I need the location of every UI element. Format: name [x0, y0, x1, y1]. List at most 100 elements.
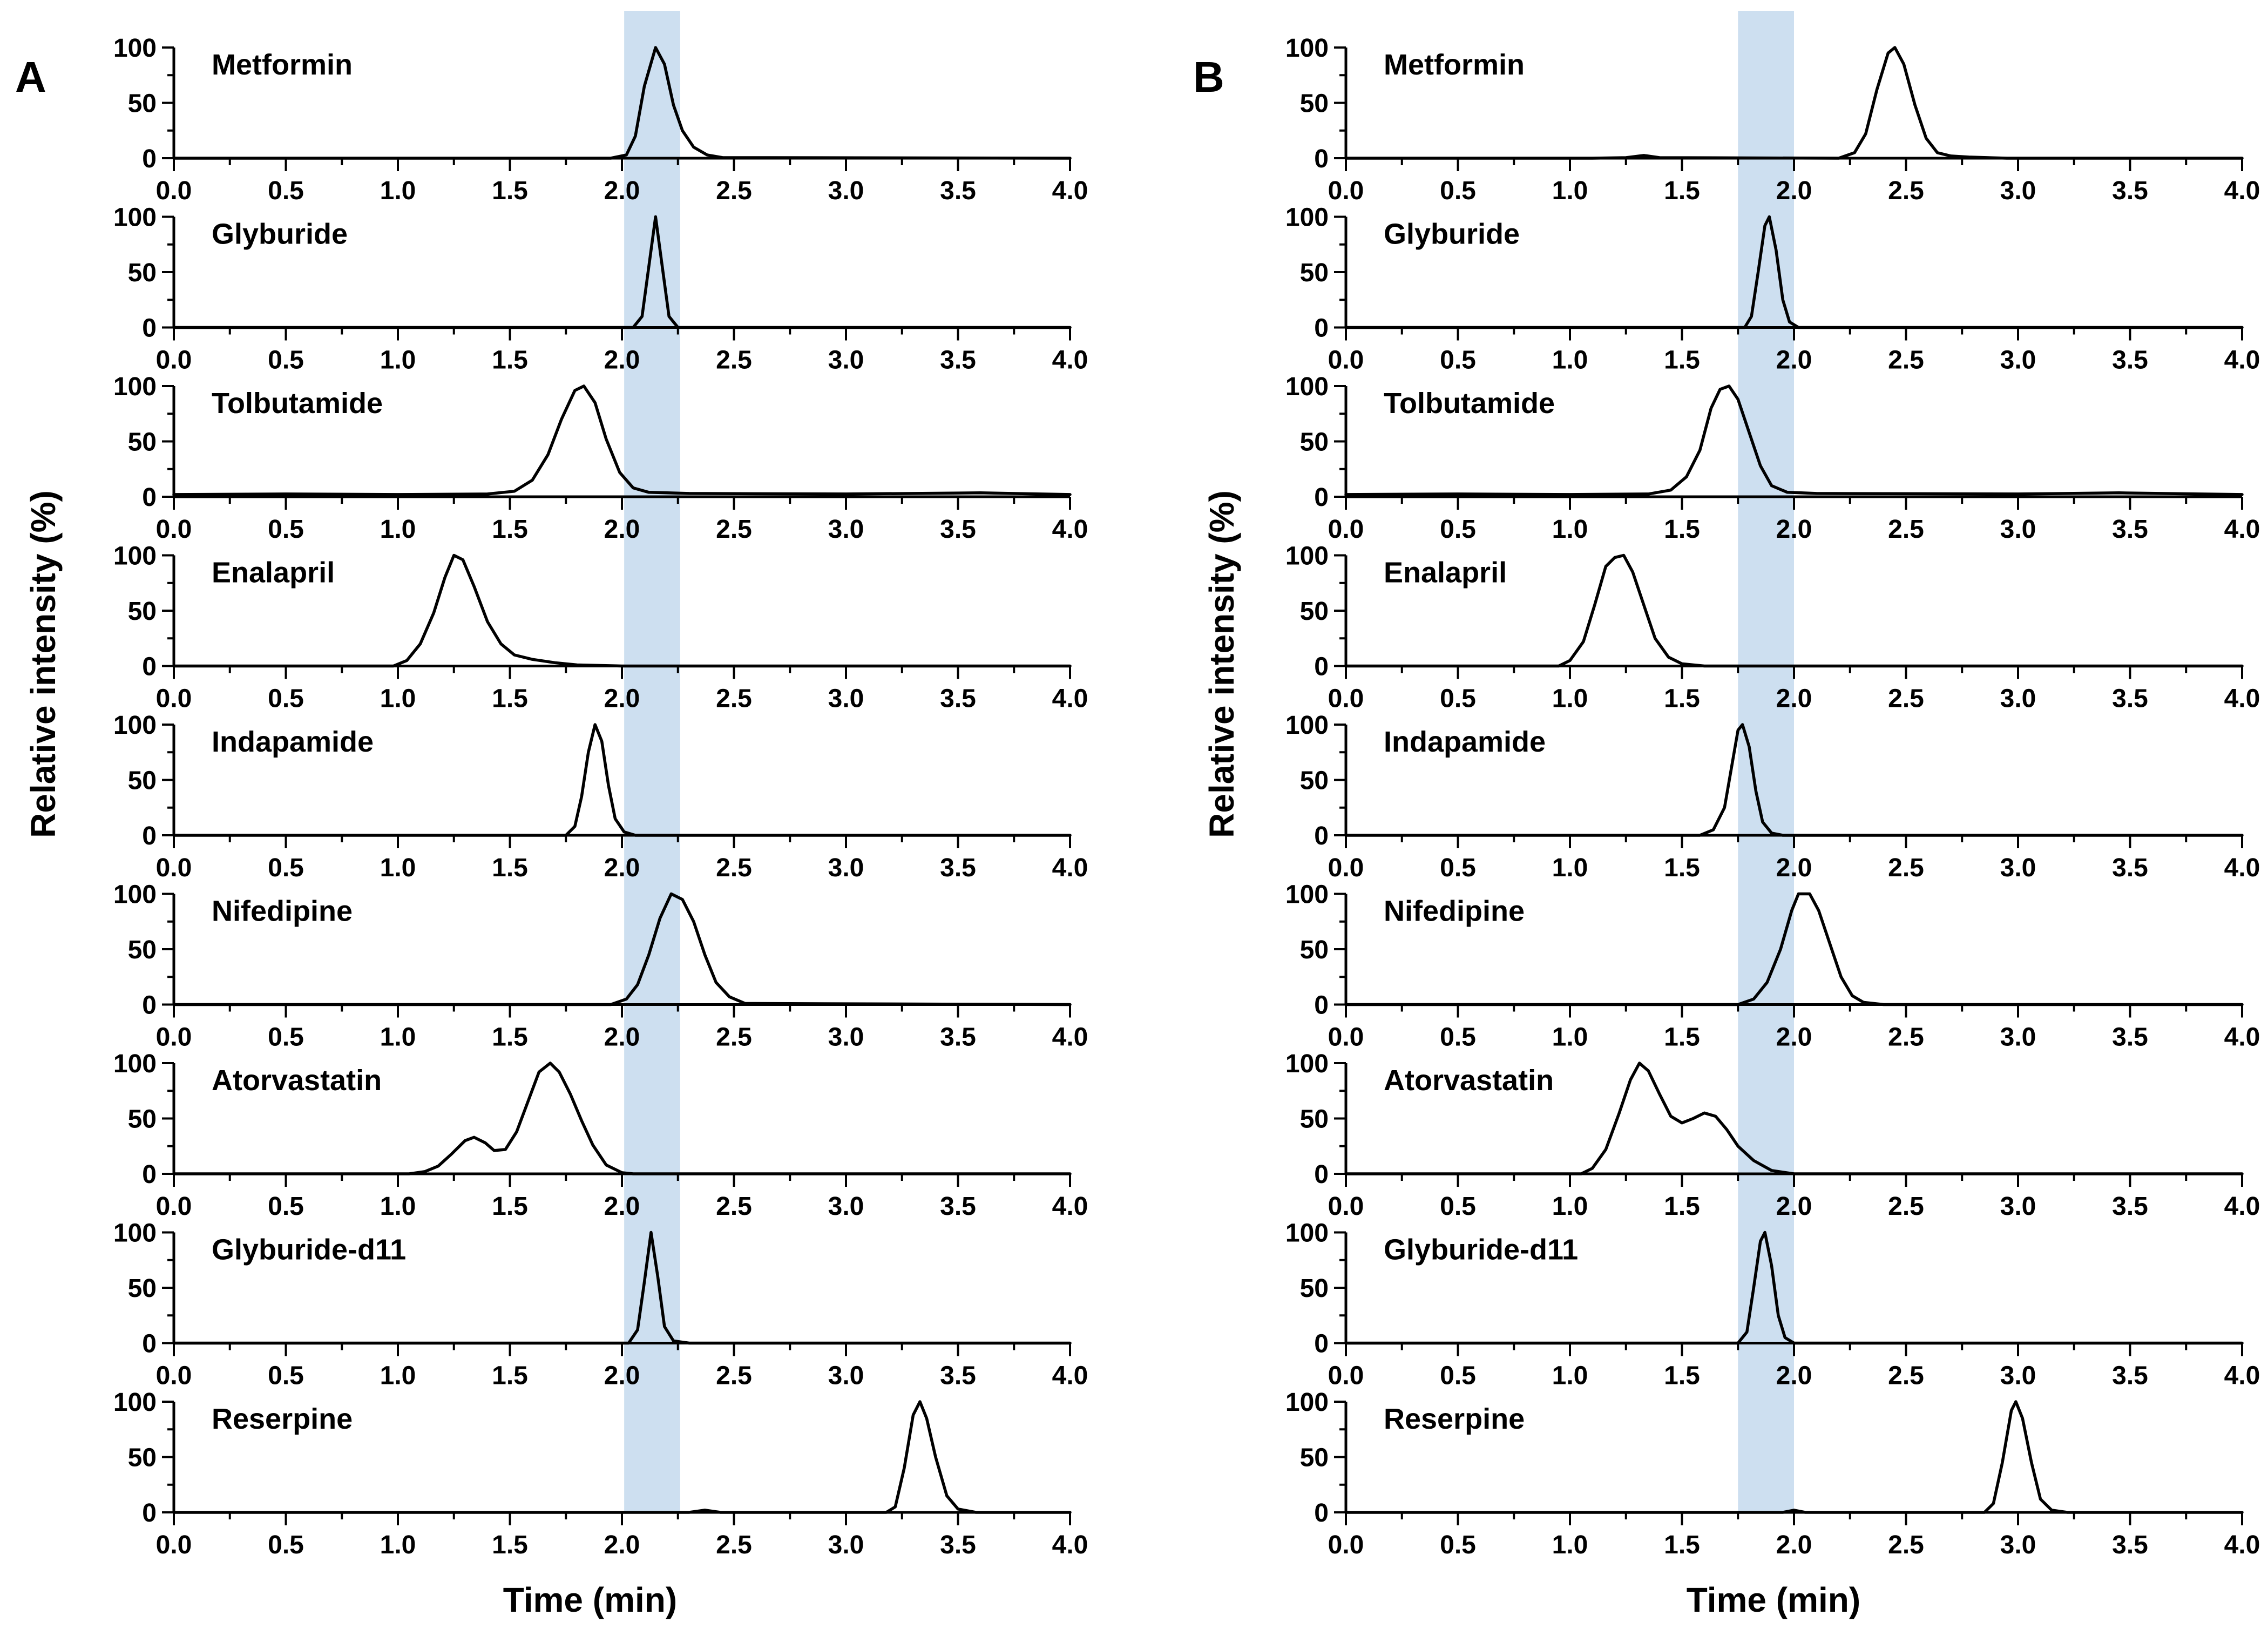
y-tick-label: 0 [1314, 1330, 1329, 1358]
x-tick-label: 2.0 [604, 1362, 640, 1390]
chromatogram-trace-indapamide [172, 723, 1072, 837]
y-tick-label: 50 [128, 90, 157, 118]
x-tick-label: 2.0 [1776, 346, 1812, 375]
x-tick-label: 4.0 [1052, 515, 1088, 544]
y-tick-label: 100 [113, 1388, 157, 1417]
chromatogram-trace-indapamide [1344, 723, 2244, 837]
x-tick-label: 0.5 [1440, 1531, 1476, 1559]
compound-label: Nifedipine [1384, 895, 1525, 928]
x-tick-label: 1.0 [1552, 1362, 1588, 1390]
x-tick-label: 3.5 [2112, 854, 2148, 882]
x-tick-label: 1.5 [492, 515, 528, 544]
y-tick-label: 50 [128, 1274, 157, 1303]
y-tick-label: 50 [128, 259, 157, 287]
x-tick-label: 1.0 [1552, 346, 1588, 375]
y-tick-label: 100 [113, 34, 157, 63]
x-tick-label: 4.0 [2224, 515, 2260, 544]
x-tick-label: 1.5 [492, 1531, 528, 1559]
x-tick-label: 3.5 [2112, 1023, 2148, 1052]
x-tick-label: 3.0 [828, 685, 864, 713]
compound-label: Enalapril [1384, 557, 1507, 589]
x-tick-label: 1.5 [1664, 1023, 1700, 1052]
x-tick-label: 4.0 [1052, 1362, 1088, 1390]
y-tick-label: 0 [1314, 483, 1329, 512]
compound-label: Reserpine [212, 1403, 353, 1435]
x-tick-label: 1.0 [380, 1192, 416, 1221]
x-tick-label: 0.0 [1328, 1531, 1364, 1559]
subplot-a-metformin: 0 50 100 0.0 0.5 1.0 1.5 2.0 2.5 3.0 3.5 4.0 Metform… [113, 34, 1088, 205]
subplot-b-nifedipine: 0 50 100 0.0 0.5 1.0 1.5 2.0 2.5 3.0 3.5 4.0 Nifedip… [1285, 881, 2260, 1052]
x-tick-label: 2.5 [716, 1023, 752, 1052]
x-tick-label: 0.5 [268, 685, 304, 713]
subplot-a-glyburide-d11: 0 50 100 0.0 0.5 1.0 1.5 2.0 2.5 3.0 3.5 4.0 Glyburi… [113, 1219, 1088, 1390]
y-tick-label: 0 [1314, 1499, 1329, 1527]
x-tick-label: 2.5 [716, 177, 752, 205]
x-tick-label: 1.0 [380, 685, 416, 713]
x-tick-label: 1.0 [1552, 515, 1588, 544]
x-tick-label: 2.5 [1888, 1192, 1924, 1221]
y-tick-label: 100 [1285, 373, 1329, 401]
x-tick-label: 0.5 [268, 1023, 304, 1052]
x-tick-label: 2.0 [604, 346, 640, 375]
x-tick-label: 2.5 [716, 854, 752, 882]
compound-label: Glyburide [1384, 218, 1520, 251]
y-tick-label: 100 [1285, 881, 1329, 909]
x-tick-label: 1.5 [1664, 177, 1700, 205]
x-tick-label: 2.0 [1776, 177, 1812, 205]
x-tick-label: 2.0 [604, 515, 640, 544]
compound-label: Metformin [1384, 49, 1525, 81]
compound-label: Glyburide-d11 [212, 1234, 406, 1266]
x-tick-label: 3.0 [2000, 1023, 2036, 1052]
x-tick-label: 1.0 [1552, 1531, 1588, 1559]
x-tick-label: 2.5 [1888, 854, 1924, 882]
chromatogram-trace-reserpine [1344, 1400, 2244, 1514]
x-tick-label: 0.5 [1440, 515, 1476, 544]
x-tick-label: 1.5 [492, 1023, 528, 1052]
x-tick-label: 3.0 [2000, 1531, 2036, 1559]
chromatogram-trace-atorvastatin [172, 1062, 1072, 1175]
chromatogram-trace-tolbutamide [172, 384, 1072, 496]
x-tick-label: 4.0 [2224, 1023, 2260, 1052]
y-tick-label: 50 [128, 597, 157, 626]
x-tick-label: 3.5 [2112, 346, 2148, 375]
x-tick-label: 2.5 [716, 685, 752, 713]
x-tick-label: 0.5 [1440, 1362, 1476, 1390]
x-tick-label: 3.5 [940, 685, 976, 713]
x-tick-label: 3.0 [2000, 177, 2036, 205]
x-tick-label: 3.0 [2000, 1362, 2036, 1390]
x-tick-label: 3.5 [940, 1192, 976, 1221]
x-tick-label: 1.0 [380, 1531, 416, 1559]
x-tick-label: 3.0 [2000, 685, 2036, 713]
chromatogram-trace-nifedipine [1344, 892, 2244, 1006]
x-tick-label: 4.0 [1052, 1531, 1088, 1559]
x-tick-label: 1.0 [1552, 1023, 1588, 1052]
x-tick-label: 4.0 [2224, 346, 2260, 375]
x-tick-label: 3.0 [828, 1531, 864, 1559]
y-tick-label: 50 [1300, 1444, 1329, 1472]
chromatogram-trace-atorvastatin [1344, 1062, 2244, 1175]
x-tick-label: 3.5 [2112, 515, 2148, 544]
chromatogram-trace-glyburide [172, 215, 1072, 329]
x-tick-label: 2.5 [1888, 1531, 1924, 1559]
panel-letter-a: A [15, 53, 46, 101]
x-tick-label: 3.5 [940, 177, 976, 205]
y-tick-label: 50 [1300, 936, 1329, 964]
x-tick-label: 3.0 [2000, 515, 2036, 544]
x-tick-label: 1.5 [492, 1192, 528, 1221]
x-tick-label: 3.5 [940, 854, 976, 882]
x-tick-label: 1.5 [1664, 854, 1700, 882]
chromatogram-trace-enalapril [172, 553, 1072, 668]
compound-label: Indapamide [1384, 726, 1546, 758]
x-tick-label: 3.5 [940, 515, 976, 544]
y-tick-label: 0 [142, 1330, 157, 1358]
subplot-a-atorvastatin: 0 50 100 0.0 0.5 1.0 1.5 2.0 2.5 3.0 3.5 4.0 Atorvas… [113, 1050, 1088, 1221]
x-tick-label: 1.5 [492, 1362, 528, 1390]
x-tick-label: 1.5 [492, 854, 528, 882]
y-tick-label: 100 [1285, 1050, 1329, 1078]
x-tick-label: 0.0 [156, 1192, 192, 1221]
x-tick-label: 0.5 [1440, 685, 1476, 713]
x-tick-label: 0.0 [156, 854, 192, 882]
x-tick-label: 2.5 [716, 515, 752, 544]
x-tick-label: 2.0 [604, 1192, 640, 1221]
x-tick-label: 2.0 [604, 177, 640, 205]
